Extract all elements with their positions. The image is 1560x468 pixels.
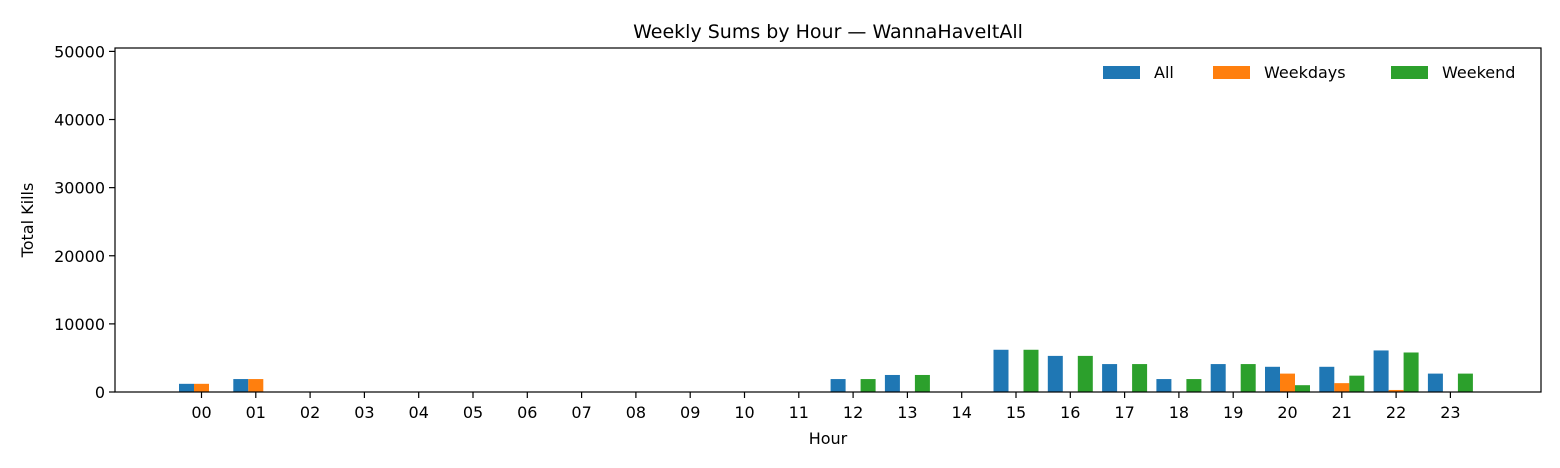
bar-all-23 (1427, 373, 1443, 392)
legend-label-weekdays: Weekdays (1264, 63, 1346, 82)
x-tick-label: 12 (843, 403, 863, 422)
x-tick-label: 03 (354, 403, 374, 422)
x-axis-label: Hour (809, 429, 848, 448)
bar-all-12 (830, 379, 846, 392)
bar-all-21 (1319, 366, 1335, 392)
legend-label-all: All (1154, 63, 1174, 82)
bar-all-13 (884, 374, 900, 392)
x-tick-label: 18 (1169, 403, 1189, 422)
x-tick-label: 17 (1114, 403, 1134, 422)
x-tick-label: 14 (952, 403, 972, 422)
x-tick-label: 13 (897, 403, 917, 422)
plot-area (114, 47, 1542, 393)
legend-swatch-weekend (1391, 66, 1428, 79)
x-tick-label: 19 (1223, 403, 1243, 422)
bar-all-00 (179, 383, 194, 392)
x-axis: 00 01 02 03 04 05 06 07 08 09 10 11 12 13 14 15 16 17 18 19… (191, 392, 1461, 422)
y-axis: 0 10000 20000 30000 40000 50000 (54, 42, 115, 402)
x-tick-label: 04 (409, 403, 429, 422)
x-tick-label: 21 (1332, 403, 1352, 422)
y-tick-label: 50000 (54, 42, 105, 61)
bar-all-18 (1156, 379, 1172, 392)
bar-all-19 (1210, 364, 1226, 392)
x-tick-label: 22 (1386, 403, 1406, 422)
bar-all-15 (993, 349, 1009, 392)
bar-weekend-16 (1077, 355, 1093, 392)
legend-swatch-weekdays (1213, 66, 1250, 79)
bar-all-22 (1373, 350, 1389, 392)
x-tick-label: 00 (191, 403, 211, 422)
bar-all-16 (1047, 355, 1063, 392)
x-tick-label: 07 (571, 403, 591, 422)
plot-frame (114, 47, 1542, 393)
legend-swatch-all (1103, 66, 1140, 79)
y-tick-label: 20000 (54, 247, 105, 266)
bar-all-17 (1102, 364, 1118, 392)
bar-weekdays-00 (194, 383, 209, 392)
y-tick-label: 40000 (54, 111, 105, 130)
x-tick-label: 05 (463, 403, 483, 422)
x-tick-label: 20 (1277, 403, 1297, 422)
x-tick-label: 02 (300, 403, 320, 422)
x-tick-label: 10 (734, 403, 754, 422)
bar-weekend-22 (1403, 352, 1419, 392)
legend-label-weekend: Weekend (1442, 63, 1515, 82)
bar-weekdays-20 (1280, 373, 1295, 392)
bar-all-01 (233, 379, 249, 392)
x-tick-label: 11 (789, 403, 809, 422)
x-tick-label: 09 (680, 403, 700, 422)
bar-weekend-23 (1457, 373, 1473, 392)
x-tick-label: 06 (517, 403, 537, 422)
bar-weekdays-21 (1334, 383, 1350, 392)
bar-weekend-19 (1240, 364, 1256, 392)
bar-weekend-13 (914, 374, 930, 392)
bar-weekend-12 (860, 379, 876, 392)
y-tick-label: 0 (95, 383, 105, 402)
x-tick-label: 23 (1440, 403, 1460, 422)
y-axis-label: Total Kills (18, 183, 37, 259)
x-tick-label: 01 (246, 403, 266, 422)
chart-title: Weekly Sums by Hour — WannaHaveItAll (633, 21, 1023, 43)
y-tick-label: 10000 (54, 315, 105, 334)
legend: All Weekdays Weekend (1103, 63, 1515, 82)
bar-all-20 (1265, 366, 1280, 392)
bar-weekend-21 (1349, 375, 1365, 392)
x-tick-label: 08 (626, 403, 646, 422)
y-tick-label: 30000 (54, 179, 105, 198)
bar-weekend-15 (1023, 349, 1039, 392)
bar-weekdays-22 (1388, 389, 1404, 392)
bar-weekend-17 (1132, 364, 1148, 392)
bar-weekdays-01 (248, 379, 264, 392)
x-tick-label: 15 (1006, 403, 1026, 422)
bar-weekend-18 (1186, 379, 1202, 392)
bar-weekend-20 (1295, 385, 1310, 392)
bars (179, 349, 1473, 392)
x-tick-label: 16 (1060, 403, 1080, 422)
